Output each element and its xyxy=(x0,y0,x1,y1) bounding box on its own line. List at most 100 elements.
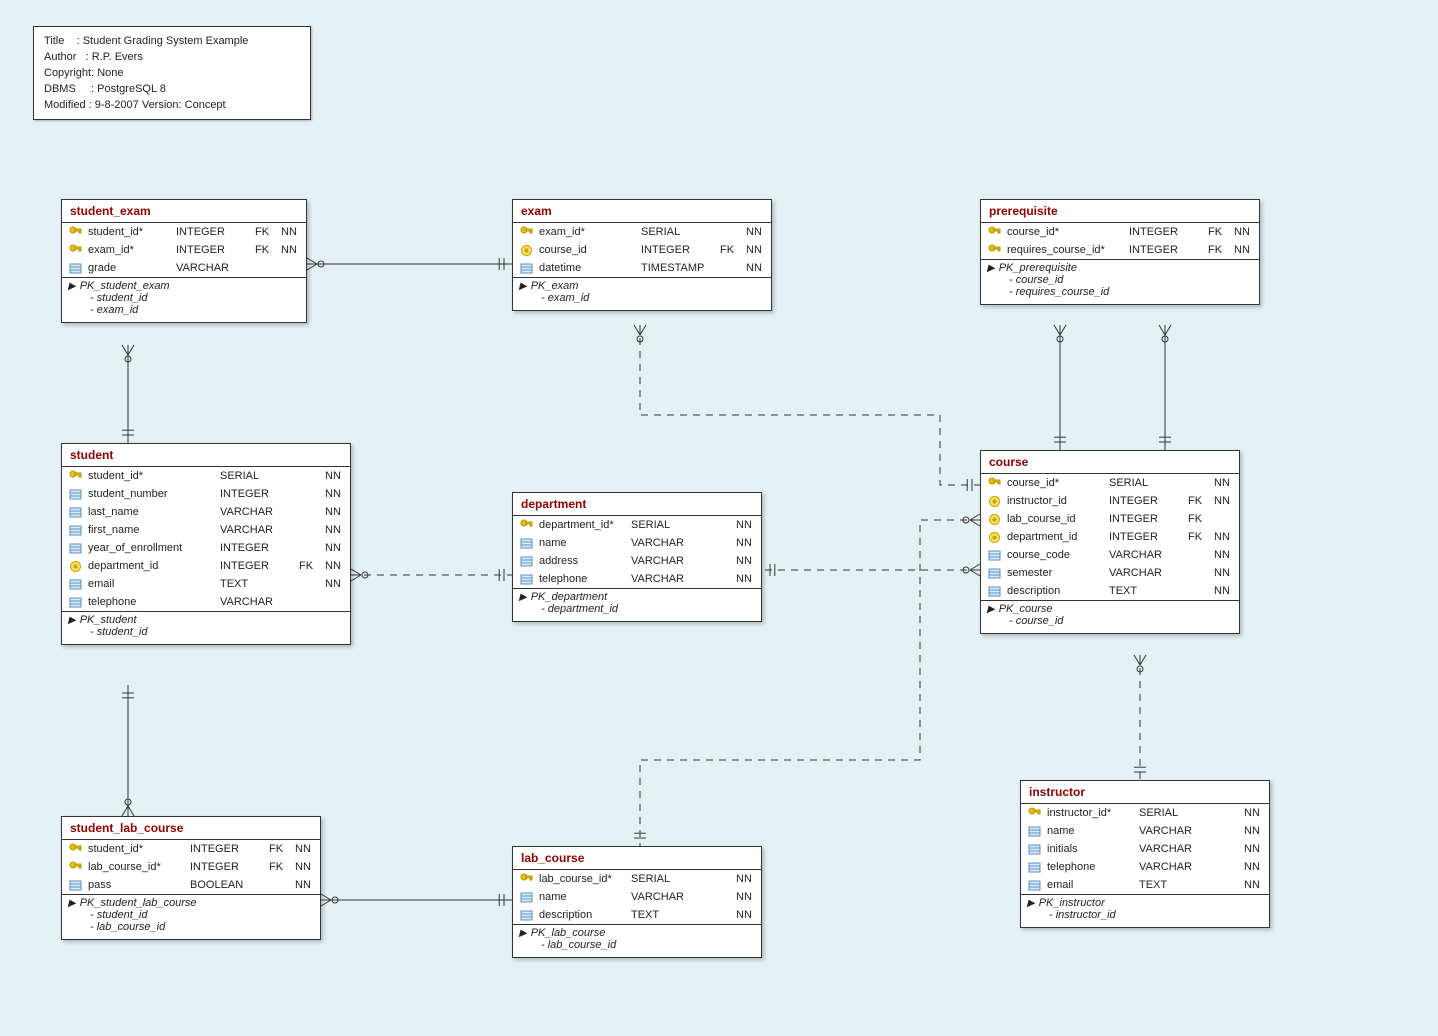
pk-item: - department_id xyxy=(519,603,755,615)
column-icon xyxy=(519,518,533,532)
column-icon xyxy=(1027,878,1041,892)
fk-icon xyxy=(69,560,82,573)
column-fk: FK xyxy=(1185,531,1205,543)
triangle-icon: ▶ xyxy=(987,263,995,274)
entity-student: studentstudent_id*SERIALNNstudent_number… xyxy=(61,443,351,645)
column-fk: FK xyxy=(266,861,286,873)
entity-instructor: instructorinstructor_id*SERIALNNnameVARC… xyxy=(1020,780,1270,928)
column-row: course_id*SERIALNN xyxy=(981,474,1239,492)
column-row: emailTEXTNN xyxy=(62,575,350,593)
column-name: student_id* xyxy=(88,843,184,855)
column-icon xyxy=(519,261,533,275)
field-icon xyxy=(520,909,533,922)
field-icon xyxy=(1028,843,1041,856)
pk-item: - lab_course_id xyxy=(519,939,755,951)
column-nn: NN xyxy=(1231,226,1253,238)
column-row: datetimeTIMESTAMPNN xyxy=(513,259,771,277)
column-icon xyxy=(519,572,533,586)
info-row: DBMS : PostgreSQL 8 xyxy=(44,81,300,97)
triangle-icon: ▶ xyxy=(68,898,76,909)
column-nn: NN xyxy=(322,560,344,572)
column-nn: NN xyxy=(733,873,755,885)
column-nn: NN xyxy=(733,891,755,903)
column-icon xyxy=(987,512,1001,526)
column-row: telephoneVARCHARNN xyxy=(513,570,761,588)
column-type: INTEGER xyxy=(190,861,260,873)
pk-item: - instructor_id xyxy=(1027,909,1263,921)
fk-icon xyxy=(988,495,1001,508)
triangle-icon: ▶ xyxy=(987,604,995,615)
field-icon xyxy=(1028,879,1041,892)
pk-item: - exam_id xyxy=(68,304,300,316)
entity-columns: instructor_id*SERIALNNname VARCHAR NNiniti… xyxy=(1021,804,1269,895)
key-icon xyxy=(988,244,1001,257)
column-icon xyxy=(519,243,533,257)
pk-section: ▶PK_course- course_id xyxy=(981,601,1239,633)
column-type: VARCHAR xyxy=(1109,567,1179,579)
pk-name: PK_student_lab_course xyxy=(80,897,197,909)
field-icon xyxy=(988,585,1001,598)
column-icon xyxy=(68,595,82,609)
column-row: department_idINTEGERFKNN xyxy=(62,557,350,575)
column-name: exam_id* xyxy=(539,226,635,238)
column-name: name xyxy=(539,891,625,903)
column-icon xyxy=(68,842,82,856)
column-type: VARCHAR xyxy=(631,891,701,903)
column-row: instructor_id*SERIALNN xyxy=(1021,804,1269,822)
info-row: Title : Student Grading System Example xyxy=(44,33,300,49)
column-icon xyxy=(987,494,1001,508)
column-name: student_number xyxy=(88,488,214,500)
column-nn: NN xyxy=(743,262,765,274)
info-row: Author : R.P. Evers xyxy=(44,49,300,65)
entity-title: department xyxy=(513,493,761,516)
column-type: VARCHAR xyxy=(176,262,246,274)
entity-columns: course_id*SERIALNNinstructor_idINTEGERFK… xyxy=(981,474,1239,601)
column-row: exam_id*SERIALNN xyxy=(513,223,771,241)
column-type: VARCHAR xyxy=(631,555,701,567)
key-icon xyxy=(69,226,82,239)
pk-section: ▶PK_lab_course- lab_course_id xyxy=(513,925,761,957)
pk-item: - course_id xyxy=(987,274,1253,286)
pk-header: ▶ PK_course xyxy=(987,603,1233,615)
column-type: VARCHAR xyxy=(631,537,701,549)
column-icon xyxy=(987,548,1001,562)
pk-name: PK_course xyxy=(999,603,1053,615)
key-icon xyxy=(520,519,533,532)
field-icon xyxy=(520,262,533,275)
pk-section: ▶PK_student_lab_course- student_id- lab_… xyxy=(62,895,320,939)
column-type: VARCHAR xyxy=(220,524,290,536)
column-type: INTEGER xyxy=(220,488,290,500)
key-icon xyxy=(520,873,533,886)
triangle-icon: ▶ xyxy=(68,615,76,626)
entity-title: course xyxy=(981,451,1239,474)
column-nn: NN xyxy=(278,244,300,256)
column-nn: NN xyxy=(1241,843,1263,855)
column-name: requires_course_id* xyxy=(1007,244,1123,256)
entity-columns: student_id*INTEGERFKNNexam_id*INTEGERFKN… xyxy=(62,223,306,278)
column-name: student_id* xyxy=(88,226,170,238)
column-type: VARCHAR xyxy=(631,573,701,585)
column-type: INTEGER xyxy=(176,244,246,256)
column-type: VARCHAR xyxy=(220,506,290,518)
field-icon xyxy=(69,506,82,519)
field-icon xyxy=(69,488,82,501)
key-icon xyxy=(69,843,82,856)
column-row: initialsVARCHARNN xyxy=(1021,840,1269,858)
column-row: student_id*INTEGERFKNN xyxy=(62,223,306,241)
fk-icon xyxy=(988,513,1001,526)
column-icon xyxy=(1027,842,1041,856)
triangle-icon: ▶ xyxy=(519,281,527,292)
pk-header: ▶PK_lab_course xyxy=(519,927,755,939)
column-name: name xyxy=(1047,825,1133,837)
column-icon xyxy=(68,860,82,874)
column-fk: FK xyxy=(266,843,286,855)
column-name: email xyxy=(88,578,214,590)
column-nn: NN xyxy=(292,861,314,873)
entity-student_exam: student_examstudent_id*INTEGERFKNNexam_i… xyxy=(61,199,307,323)
triangle-icon: ▶ xyxy=(519,928,527,939)
column-type: VARCHAR xyxy=(1139,825,1209,837)
field-icon xyxy=(1028,825,1041,838)
column-type: TEXT xyxy=(1139,879,1209,891)
column-nn: NN xyxy=(292,843,314,855)
column-icon xyxy=(68,559,82,573)
